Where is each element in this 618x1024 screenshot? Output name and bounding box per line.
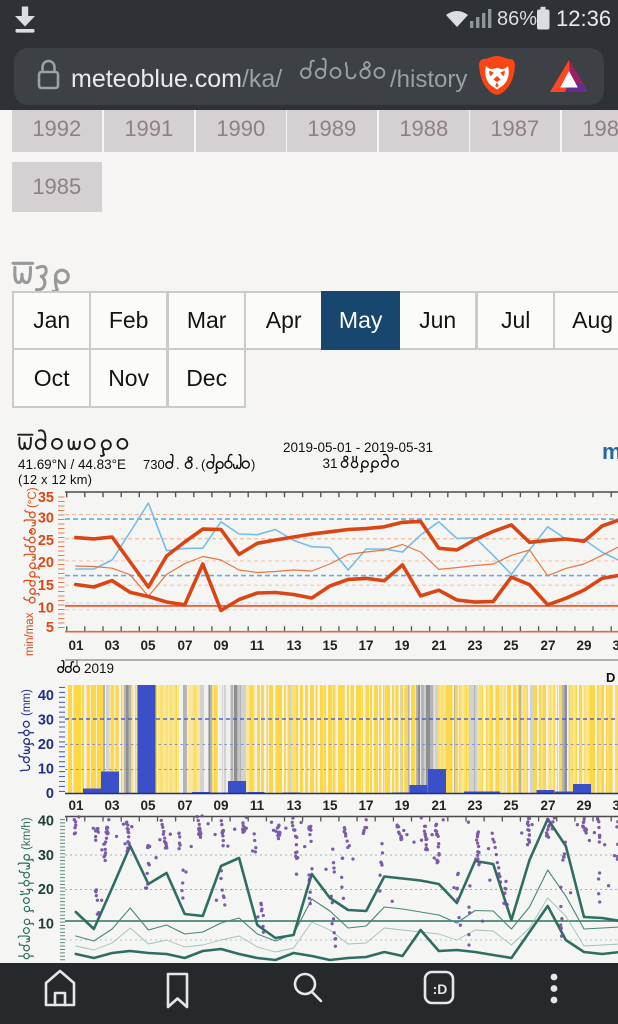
svg-text:0: 0 <box>46 786 54 802</box>
svg-text:20: 20 <box>38 737 54 753</box>
svg-text:10: 10 <box>38 917 54 933</box>
svg-text:(: ( <box>201 457 206 472</box>
svg-text:20: 20 <box>38 882 54 898</box>
svg-text:13: 13 <box>286 638 302 653</box>
svg-text:21: 21 <box>431 638 447 653</box>
svg-text:2019-05-01 - 2019-05-31: 2019-05-01 - 2019-05-31 <box>283 440 433 455</box>
svg-text:13: 13 <box>286 798 302 813</box>
svg-text:(km/h): (km/h) <box>21 817 33 850</box>
svg-text:03: 03 <box>104 798 120 813</box>
svg-text:meteoblue.com/ka/: meteoblue.com/ka/ <box>71 65 282 93</box>
svg-text:29: 29 <box>576 638 591 653</box>
svg-text:21: 21 <box>431 798 447 813</box>
svg-text:41.69°N / 44.83°E: 41.69°N / 44.83°E <box>18 457 126 472</box>
svg-text:40: 40 <box>38 688 54 704</box>
svg-text:730: 730 <box>143 457 165 472</box>
svg-text:30: 30 <box>38 511 54 527</box>
svg-text:17: 17 <box>358 638 373 653</box>
svg-text:min/max: min/max <box>24 612 36 656</box>
svg-text:09: 09 <box>213 798 228 813</box>
svg-text:19: 19 <box>394 798 409 813</box>
svg-text:30: 30 <box>38 713 54 729</box>
svg-text:09: 09 <box>213 638 228 653</box>
svg-text:17: 17 <box>358 798 373 813</box>
svg-text:15: 15 <box>322 798 338 813</box>
svg-text:2019: 2019 <box>84 661 114 676</box>
svg-text:23: 23 <box>467 638 483 653</box>
svg-text:15: 15 <box>322 638 338 653</box>
svg-text:15: 15 <box>38 578 54 594</box>
svg-text:5: 5 <box>46 620 54 636</box>
svg-text:10: 10 <box>38 601 54 617</box>
svg-text:25: 25 <box>503 798 519 813</box>
svg-text:19: 19 <box>394 638 409 653</box>
svg-text:30: 30 <box>38 848 54 864</box>
svg-text:29: 29 <box>576 798 591 813</box>
svg-text:D: D <box>606 670 615 685</box>
svg-text:11: 11 <box>250 798 265 813</box>
svg-text:01: 01 <box>68 798 84 813</box>
svg-text:12:36: 12:36 <box>556 6 611 31</box>
svg-text:11: 11 <box>250 638 265 653</box>
svg-text::D: :D <box>433 981 448 997</box>
svg-text:.: . <box>176 457 180 472</box>
svg-text:40: 40 <box>38 814 54 830</box>
svg-text:86%: 86% <box>497 8 537 30</box>
svg-text:(°C): (°C) <box>27 487 39 508</box>
svg-text:27: 27 <box>540 638 555 653</box>
svg-text:31: 31 <box>322 456 337 471</box>
svg-text:07: 07 <box>177 638 192 653</box>
svg-text:01: 01 <box>68 638 84 653</box>
svg-text:(mm): (mm) <box>21 689 33 716</box>
svg-text:27: 27 <box>540 798 555 813</box>
svg-text:25: 25 <box>503 638 519 653</box>
svg-text:.: . <box>195 457 199 472</box>
svg-text:23: 23 <box>467 798 483 813</box>
svg-text:): ) <box>251 457 255 472</box>
svg-text:m: m <box>602 439 618 464</box>
svg-text:35: 35 <box>38 490 54 506</box>
svg-text:10: 10 <box>38 762 54 778</box>
svg-text:05: 05 <box>140 638 156 653</box>
svg-text:/history: /history <box>390 66 467 93</box>
svg-text:(12 x 12 km): (12 x 12 km) <box>18 472 92 487</box>
svg-text:31: 31 <box>612 638 618 653</box>
svg-text:20: 20 <box>38 555 54 571</box>
svg-text:03: 03 <box>104 638 120 653</box>
svg-text:25: 25 <box>38 533 54 549</box>
svg-text:31: 31 <box>612 798 618 813</box>
svg-text:07: 07 <box>177 798 192 813</box>
svg-text:05: 05 <box>140 798 156 813</box>
